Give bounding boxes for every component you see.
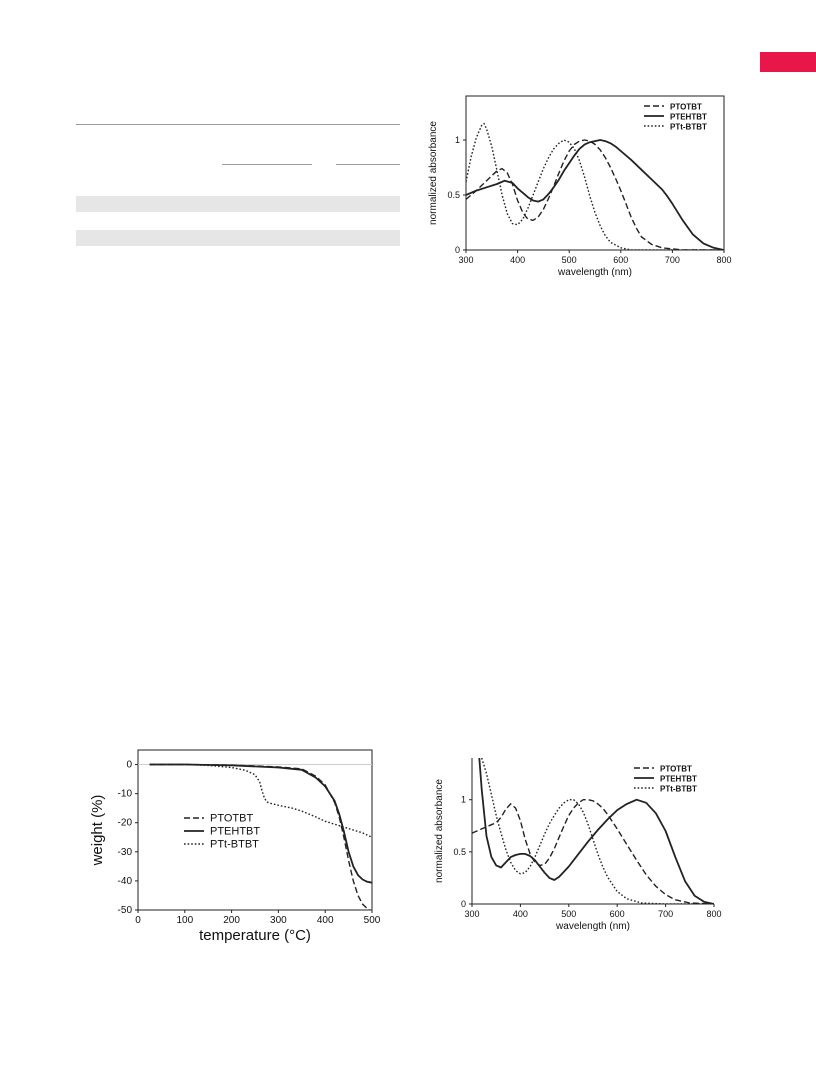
y-tick-label: -20 [118,818,133,829]
y-tick-label: 1 [461,795,466,805]
legend-label: PTEHTBT [670,113,707,122]
x-tick-label: 400 [317,915,334,926]
x-tick-label: 700 [658,909,673,919]
y-tick-label: -50 [118,905,133,916]
y-tick-label: 1 [455,135,460,145]
y-tick-label: -10 [118,789,133,800]
x-tick-label: 600 [610,909,625,919]
plot-frame [465,95,725,251]
y-tick-label: 0 [461,899,466,909]
x-tick-label: 300 [458,255,473,265]
table-top-rule [76,124,400,125]
legend-label: PTt-BTBT [210,839,259,851]
plot-frame [137,749,373,911]
x-tick-label: 100 [176,915,193,926]
absorbance-chart-top: 300 400 500 600 700 800 0 0.5 1 wavelength (nm) no… [428,95,732,278]
table-group-rule-1 [222,164,312,165]
x-tick-label: 200 [223,915,240,926]
series-line-ptotbt [472,799,714,904]
x-axis-title: wavelength (nm) [555,921,630,932]
legend-label: PTt-BTBT [670,123,707,132]
series-line-ptt-btbt [149,763,372,838]
x-axis-title: temperature (°C) [199,927,311,944]
legend-label: PTOTBT [670,103,702,112]
series-line-ptehtbt [466,139,724,250]
table-fragment [76,120,400,260]
x-tick-label: 300 [464,909,479,919]
y-tick-label: 0 [126,760,132,771]
table-group-rule-2 [336,164,400,165]
x-tick-label: 0 [135,915,141,926]
x-tick-label: 800 [716,255,731,265]
y-tick-label: 0.5 [453,847,466,857]
table-row-shade [76,230,400,246]
legend-label: PTEHTBT [210,826,260,838]
absorbance-chart-bottom: 300 400 500 600 700 800 0 0.5 1 wavelength (nm) no… [434,758,722,932]
x-tick-label: 500 [561,909,576,919]
x-tick-label: 500 [562,255,577,265]
y-axis-title: weight (%) [89,795,106,867]
series-line-ptehtbt [149,763,372,884]
x-tick-label: 400 [510,255,525,265]
y-axis-title: normalized absorbance [428,121,439,225]
y-tick-label: 0.5 [447,190,460,200]
y-tick-label: 0 [455,245,460,255]
x-tick-label: 500 [364,915,381,926]
series-line-ptotbt [466,139,724,250]
x-tick-label: 300 [270,915,287,926]
y-tick-label: -30 [118,847,133,858]
x-tick-label: 700 [665,255,680,265]
x-tick-label: 600 [613,255,628,265]
tga-chart: 0 100 200 300 400 500 0 -10 -20 -30 -40 -50 temperat… [89,749,381,944]
series-line-ptt-btbt [466,122,724,250]
series-line-ptehtbt [478,758,714,904]
legend-label: PTOTBT [210,813,253,825]
x-axis-title: wavelength (nm) [557,267,632,278]
legend-label: PTOTBT [660,765,692,774]
y-axis-title: normalized absorbance [434,779,445,883]
x-tick-label: 400 [513,909,528,919]
y-tick-label: -40 [118,876,133,887]
table-row-shade [76,196,400,212]
x-tick-label: 800 [706,909,721,919]
series-line-ptt-btbt [481,758,714,904]
page-tab-marker [760,52,816,72]
legend-label: PTt-BTBT [660,785,697,794]
legend-label: PTEHTBT [660,775,697,784]
